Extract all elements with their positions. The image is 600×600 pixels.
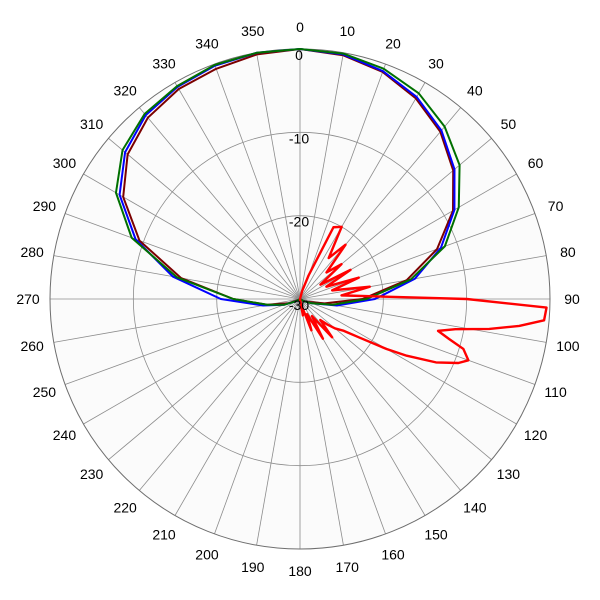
angle-tick-label: 160 xyxy=(381,547,405,563)
angle-tick-label: 310 xyxy=(80,116,104,132)
angle-tick-label: 50 xyxy=(501,116,517,132)
angle-tick-label: 30 xyxy=(428,55,444,71)
angle-tick-label: 320 xyxy=(113,83,137,99)
angle-tick-label: 330 xyxy=(152,55,176,71)
angle-tick-label: 170 xyxy=(336,559,360,575)
angle-tick-label: 270 xyxy=(16,291,40,307)
angle-gridline xyxy=(256,52,301,300)
angle-tick-label: 230 xyxy=(80,466,104,482)
angle-tick-label: 180 xyxy=(288,563,312,579)
radial-tick-label: -20 xyxy=(289,214,309,230)
angle-tick-label: 90 xyxy=(564,291,580,307)
angle-tick-label: 20 xyxy=(385,35,401,51)
radial-gridline xyxy=(216,215,384,383)
angle-tick-label: 190 xyxy=(241,559,265,575)
angle-gridline xyxy=(174,82,301,300)
angle-tick-label: 350 xyxy=(241,23,265,39)
angle-gridline xyxy=(64,298,301,385)
angle-tick-label: 210 xyxy=(152,527,176,543)
angle-tick-label: 130 xyxy=(497,466,521,482)
angle-tick-label: 110 xyxy=(544,384,567,400)
angle-tick-label: 280 xyxy=(20,244,44,260)
angle-tick-label: 10 xyxy=(339,23,355,39)
angle-gridline xyxy=(299,298,344,546)
angle-gridline xyxy=(214,298,301,535)
angle-tick-label: 60 xyxy=(528,155,544,171)
angle-tick-label: 200 xyxy=(195,547,219,563)
angle-gridline xyxy=(138,107,301,300)
angle-gridline xyxy=(299,52,344,300)
series-line-4 xyxy=(298,225,548,365)
angle-tick-label: 290 xyxy=(33,198,57,214)
angle-tick-label: 260 xyxy=(20,338,44,354)
angle-tick-label: 80 xyxy=(560,244,576,260)
angle-gridline xyxy=(299,298,536,385)
angle-gridline xyxy=(299,255,547,300)
angle-tick-label: 0 xyxy=(296,19,304,35)
radial-tick-label: -10 xyxy=(289,130,309,146)
angle-gridline xyxy=(299,213,536,300)
angle-gridline xyxy=(299,63,386,300)
angle-tick-label: 140 xyxy=(463,499,487,515)
angle-gridline xyxy=(299,298,517,425)
angle-tick-label: 40 xyxy=(467,83,483,99)
angle-gridline xyxy=(108,298,301,461)
angle-gridline xyxy=(53,298,301,343)
angle-gridline xyxy=(299,82,426,300)
angle-tick-label: 300 xyxy=(53,155,77,171)
radial-tick-label: -30 xyxy=(289,297,309,313)
angle-tick-label: 340 xyxy=(195,35,219,51)
angle-gridline xyxy=(64,213,301,300)
angle-tick-label: 240 xyxy=(53,427,77,443)
angle-tick-label: 100 xyxy=(556,338,580,354)
angle-gridline xyxy=(138,298,301,491)
angle-tick-label: 220 xyxy=(113,499,137,515)
angle-tick-label: 120 xyxy=(524,427,548,443)
angle-gridline xyxy=(299,298,547,343)
angle-gridline xyxy=(256,298,301,546)
angle-tick-label: 250 xyxy=(33,384,57,400)
angle-gridline xyxy=(174,298,301,516)
angle-gridline xyxy=(108,137,301,300)
angle-tick-label: 150 xyxy=(424,527,448,543)
angle-tick-label: 70 xyxy=(548,198,564,214)
angle-gridline xyxy=(214,63,301,300)
radial-tick-label: 0 xyxy=(295,47,303,63)
angle-gridline xyxy=(299,298,386,535)
angle-gridline xyxy=(299,107,462,300)
angle-gridline xyxy=(83,298,301,425)
